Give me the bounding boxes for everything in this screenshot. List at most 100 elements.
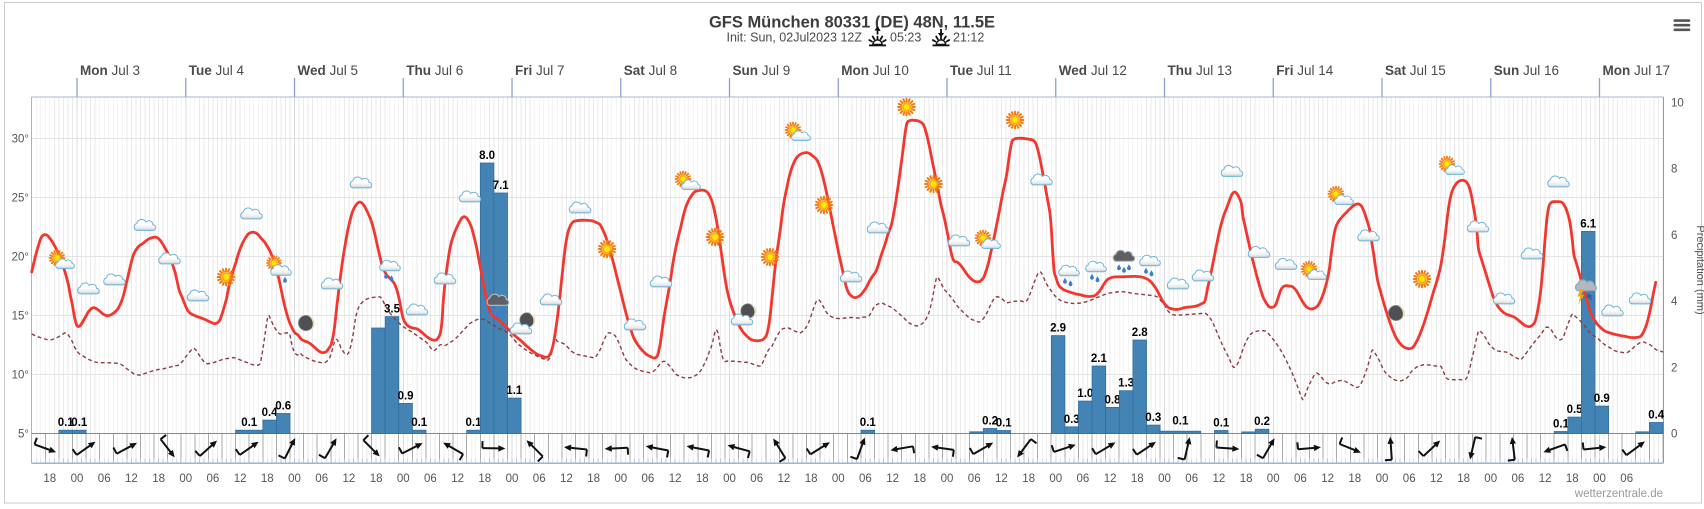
svg-text:18: 18 [478,473,491,485]
svg-text:06: 06 [533,473,546,485]
svg-text:12: 12 [1539,473,1552,485]
svg-text:06: 06 [750,473,763,485]
svg-text:2.1: 2.1 [1091,353,1108,365]
svg-text:1.3: 1.3 [1118,378,1134,390]
svg-text:00: 00 [614,473,627,485]
svg-text:25°: 25° [12,193,29,205]
svg-text:18: 18 [1022,473,1035,485]
svg-text:15°: 15° [12,311,29,323]
svg-text:8: 8 [1671,164,1677,176]
svg-text:00: 00 [832,473,845,485]
svg-text:00: 00 [506,473,519,485]
svg-text:18: 18 [1131,473,1144,485]
svg-text:GFS München 80331 (DE) 48N, 11: GFS München 80331 (DE) 48N, 11.5E [709,14,995,32]
svg-text:Tue Jul 11: Tue Jul 11 [950,63,1012,78]
svg-text:18: 18 [370,473,383,485]
svg-text:0.8: 0.8 [1105,394,1122,406]
svg-text:30°: 30° [12,134,29,146]
svg-text:18: 18 [805,473,818,485]
svg-text:12: 12 [1321,473,1334,485]
svg-text:Wed Jul 5: Wed Jul 5 [298,63,359,78]
svg-text:1.1: 1.1 [506,385,523,397]
svg-text:18: 18 [1457,473,1470,485]
svg-text:18: 18 [587,473,600,485]
svg-text:0: 0 [1671,429,1677,441]
svg-text:12: 12 [125,473,138,485]
svg-text:0.3: 0.3 [1064,414,1080,426]
svg-text:06: 06 [1185,473,1198,485]
svg-text:0.1: 0.1 [1213,418,1230,430]
svg-text:Wed Jul 12: Wed Jul 12 [1059,63,1127,78]
svg-text:2.8: 2.8 [1132,327,1149,339]
svg-text:06: 06 [1294,473,1307,485]
svg-text:Sun Jul 9: Sun Jul 9 [733,63,791,78]
svg-text:06: 06 [207,473,220,485]
svg-text:06: 06 [1620,473,1633,485]
svg-text:6: 6 [1671,230,1677,242]
svg-text:Fri Jul 14: Fri Jul 14 [1276,63,1334,78]
svg-text:0.1: 0.1 [860,417,877,429]
svg-text:7.1: 7.1 [493,180,510,192]
svg-text:18: 18 [913,473,926,485]
svg-text:1.0: 1.0 [1077,388,1093,400]
svg-text:0.1: 0.1 [241,417,258,429]
svg-text:0.4: 0.4 [1648,410,1665,422]
svg-text:06: 06 [1512,473,1525,485]
svg-text:00: 00 [1158,473,1171,485]
svg-text:Thu Jul 13: Thu Jul 13 [1168,63,1233,78]
svg-text:4: 4 [1671,296,1678,308]
svg-text:06: 06 [1403,473,1416,485]
svg-text:0.4: 0.4 [262,407,279,419]
svg-text:18: 18 [1566,473,1579,485]
svg-text:00: 00 [71,473,84,485]
svg-text:Mon Jul 10: Mon Jul 10 [841,63,909,78]
svg-text:Init: Sun, 02Jul2023 12Z: Init: Sun, 02Jul2023 12Z [726,31,862,45]
svg-text:0.5: 0.5 [1567,404,1584,416]
svg-text:0.1: 0.1 [411,417,428,429]
svg-text:18: 18 [696,473,709,485]
svg-text:18: 18 [261,473,274,485]
svg-text:0.9: 0.9 [398,390,414,402]
svg-text:12: 12 [1430,473,1443,485]
svg-text:21:12: 21:12 [953,31,984,45]
svg-text:06: 06 [1077,473,1090,485]
svg-text:00: 00 [397,473,410,485]
svg-text:Tue Jul 4: Tue Jul 4 [189,63,245,78]
svg-text:wetterzentrale.de: wetterzentrale.de [1574,488,1663,500]
svg-text:12: 12 [1104,473,1117,485]
svg-text:06: 06 [98,473,111,485]
svg-text:18: 18 [1240,473,1253,485]
svg-text:Mon Jul 3: Mon Jul 3 [80,63,140,78]
svg-text:06: 06 [642,473,655,485]
svg-text:0.2: 0.2 [982,416,998,428]
svg-text:0.1: 0.1 [71,417,88,429]
svg-text:12: 12 [778,473,791,485]
svg-text:3.5: 3.5 [384,304,401,316]
svg-text:12: 12 [451,473,464,485]
svg-text:18: 18 [1348,473,1361,485]
svg-text:0.1: 0.1 [996,418,1013,430]
svg-text:12: 12 [1213,473,1226,485]
svg-text:06: 06 [424,473,437,485]
svg-text:18: 18 [43,473,56,485]
svg-text:00: 00 [1593,473,1606,485]
svg-text:12: 12 [234,473,247,485]
svg-text:Precipitation (mm): Precipitation (mm) [1694,225,1704,314]
svg-text:2.9: 2.9 [1050,323,1066,335]
svg-text:Sat Jul 8: Sat Jul 8 [624,63,677,78]
svg-text:0.1: 0.1 [1553,419,1570,431]
svg-text:0.3: 0.3 [1145,412,1161,424]
svg-text:Thu Jul 6: Thu Jul 6 [406,63,463,78]
svg-text:12: 12 [995,473,1008,485]
svg-text:10: 10 [1671,98,1684,110]
svg-text:12: 12 [343,473,356,485]
svg-text:10°: 10° [12,370,29,382]
svg-text:0.1: 0.1 [1172,416,1189,428]
svg-text:00: 00 [179,473,192,485]
svg-text:00: 00 [1484,473,1497,485]
svg-text:0.1: 0.1 [58,417,75,429]
svg-text:06: 06 [968,473,981,485]
svg-text:5°: 5° [18,429,29,441]
svg-text:Sat Jul 15: Sat Jul 15 [1385,63,1446,78]
svg-text:05:23: 05:23 [890,31,921,45]
